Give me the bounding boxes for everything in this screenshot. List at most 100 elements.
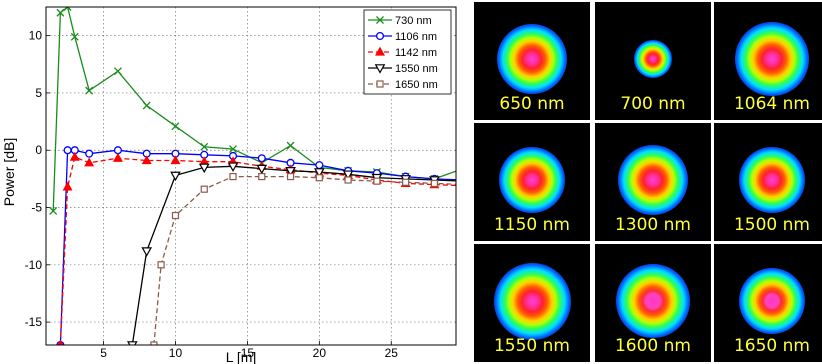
data-point-1142-nm: [459, 181, 468, 189]
power-vs-length-chart: 5 10 15 20 25 -15 -10 -5 0 5 10 L [m] Power [dB] 730 …: [1, 6, 468, 364]
data-point-1550-nm: [227, 162, 239, 172]
legend-label-730-nm: 730 nm: [395, 15, 432, 27]
legend-label-1550-nm: 1550 nm: [395, 63, 438, 75]
data-point-1550-nm: [256, 164, 268, 175]
legend-marker-1650-nm: [376, 80, 384, 88]
data-point-730-nm: [286, 141, 295, 150]
data-point-730-nm: [200, 142, 209, 151]
y-tick-label: 5: [35, 86, 42, 100]
wavelength-label: 1150 nm: [493, 215, 570, 235]
beam-spot: [618, 145, 688, 215]
mode-profile-tile: 1550 nm: [474, 244, 590, 362]
wavelength-label: 1550 nm: [493, 336, 570, 356]
data-point-730-nm: [85, 86, 94, 95]
data-point-1650-nm: [460, 182, 466, 188]
data-point-730-nm: [113, 67, 122, 76]
legend-label-1650-nm: 1650 nm: [395, 79, 438, 91]
data-point-1650-nm: [402, 178, 410, 186]
beam-spot: [493, 262, 571, 340]
data-point-1106-nm: [315, 161, 324, 170]
data-point-730-nm: [56, 8, 65, 17]
legend-marker-1106-nm: [375, 31, 385, 41]
wavelength-label: 1650 nm: [733, 336, 810, 356]
data-point-1650-nm: [286, 172, 295, 181]
legend-label-1106-nm: 1106 nm: [395, 31, 437, 43]
beam-spot: [633, 39, 673, 79]
data-point-1650-nm: [157, 261, 165, 269]
data-point-730-nm: [63, 7, 72, 11]
y-tick-label: -5: [31, 201, 42, 215]
beam-spot: [738, 146, 806, 214]
data-point-1106-nm: [113, 146, 122, 155]
x-tick-label: 20: [313, 346, 327, 360]
data-point-730-nm: [70, 32, 79, 41]
data-point-1650-nm: [171, 211, 180, 220]
wavelength-label: 700 nm: [620, 94, 686, 114]
beam-spot: [738, 267, 806, 335]
wavelength-label: 1500 nm: [733, 215, 810, 235]
data-point-730-nm: [229, 145, 237, 154]
x-axis-label: L [m]: [226, 349, 257, 364]
plot-frame: [45, 6, 457, 346]
data-point-1550-nm: [314, 168, 325, 178]
legend: 730 nm 1106 nm 1142 nm 1550 nm 1650 nm: [363, 9, 452, 95]
y-tick-label: -15: [25, 315, 43, 329]
legend-marker-1550-nm: [374, 64, 386, 74]
wavelength-label: 1300 nm: [614, 215, 691, 235]
x-tick-label: 15: [241, 346, 255, 360]
data-point-1142-nm: [69, 151, 80, 161]
legend-label-1142-nm: 1142 nm: [395, 47, 437, 59]
mode-profile-tile: 1650 nm: [714, 244, 822, 362]
data-point-1142-nm: [57, 339, 64, 345]
series-line-1550-nm: [131, 165, 456, 345]
mode-profile-tile: 1500 nm: [714, 123, 822, 241]
data-point-1142-nm: [62, 181, 73, 191]
beam-spot: [497, 24, 567, 94]
data-point-1142-nm: [84, 157, 95, 167]
data-point-1142-nm: [141, 155, 152, 165]
data-point-1106-nm: [63, 146, 72, 155]
mode-profile-tile: 1064 nm: [714, 2, 822, 120]
y-axis-label: Power [dB]: [1, 138, 17, 206]
x-tick-label: 10: [169, 346, 183, 360]
data-point-1550-nm: [198, 163, 210, 174]
data-point-1650-nm: [430, 179, 439, 188]
data-point-730-nm: [49, 206, 58, 215]
data-point-730-nm: [171, 122, 180, 131]
mode-profile-grid: 650 nm 700 nm 1064 nm 1150 nm 1300 nm 1500 nm…: [474, 2, 822, 362]
mode-profile-tile: 1600 nm: [595, 244, 711, 362]
data-point-1650-nm: [315, 174, 323, 182]
x-tick-label: 25: [385, 346, 399, 360]
wavelength-label: 1064 nm: [733, 94, 810, 114]
mode-profile-tile: 700 nm: [595, 2, 711, 120]
series-line-730-nm: [52, 7, 456, 211]
series-line-1650-nm: [153, 175, 456, 345]
legend-marker-730-nm: [376, 16, 384, 24]
data-point-1106-nm: [85, 149, 94, 158]
data-point-1550-nm: [342, 170, 354, 181]
data-point-1650-nm: [344, 176, 352, 184]
data-point-1650-nm: [200, 185, 208, 193]
legend-marker-1142-nm: [375, 46, 385, 56]
data-point-1550-nm: [126, 341, 138, 345]
y-tick-label: -10: [25, 258, 43, 272]
data-point-730-nm: [142, 101, 151, 110]
wavelength-label: 1600 nm: [614, 336, 691, 356]
mode-profile-tile: 1150 nm: [474, 123, 590, 241]
data-point-1106-nm: [257, 154, 266, 163]
data-point-1142-nm: [170, 155, 181, 165]
mode-profile-tile: 650 nm: [474, 2, 590, 120]
y-tick-label: 0: [35, 143, 42, 157]
mode-profile-tile: 1300 nm: [595, 123, 711, 241]
beam-spot: [498, 146, 566, 214]
data-point-1650-nm: [150, 341, 158, 345]
y-tick-label: 10: [29, 29, 43, 43]
data-point-1550-nm: [459, 178, 468, 186]
data-point-1142-nm: [112, 152, 123, 162]
plot-area: [49, 7, 468, 345]
data-point-1550-nm: [141, 247, 153, 257]
data-point-1106-nm: [460, 177, 467, 184]
beam-spot: [616, 264, 690, 338]
beam-spot: [735, 22, 809, 96]
x-tick-label: 5: [100, 346, 107, 360]
